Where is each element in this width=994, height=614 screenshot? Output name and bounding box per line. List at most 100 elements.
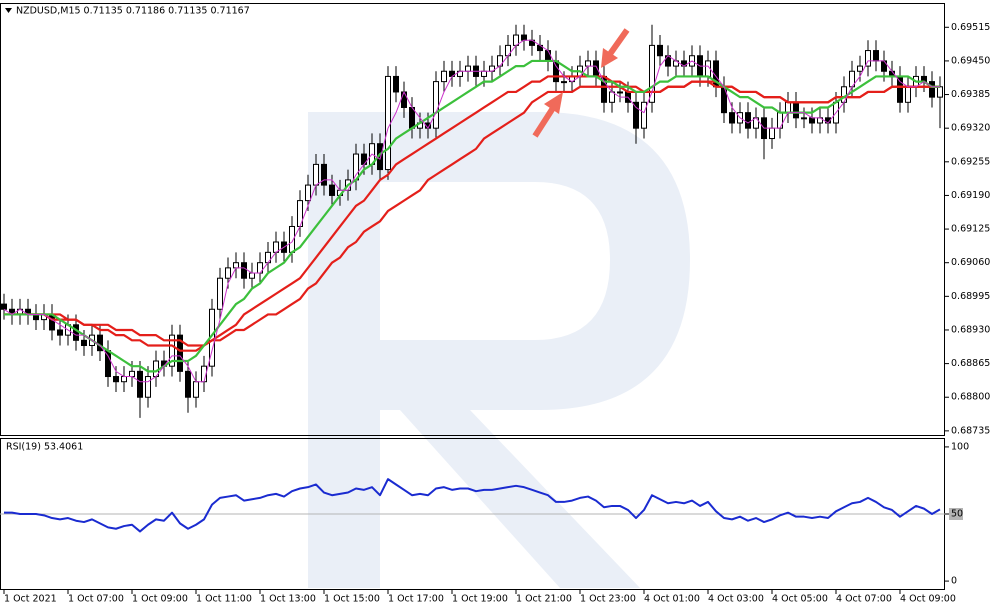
candle-body: [481, 70, 487, 77]
candle-body: [545, 50, 551, 62]
x-tick-label: 1 Oct 17:00: [388, 594, 444, 605]
candle-body: [105, 350, 111, 378]
moving-average-line: [4, 59, 940, 373]
candle-body: [169, 334, 175, 367]
candle-body: [145, 376, 151, 398]
candle-body: [937, 86, 943, 98]
candle-body: [561, 81, 567, 84]
candle-body: [433, 81, 439, 129]
y-tick-label: 0.68800: [951, 392, 990, 403]
candle-body: [185, 370, 191, 398]
candle-body: [409, 106, 415, 129]
candle-body: [745, 112, 751, 129]
candle-body: [193, 381, 199, 398]
x-tick-label: 1 Oct 09:00: [132, 594, 188, 605]
y-tick-label: 0.69450: [951, 55, 990, 66]
y-tick-label: 0.69125: [951, 224, 990, 235]
arrow-head-up: [544, 92, 563, 114]
plot-area: 0.68735 0.68800 0.68865 0.68930 0.68995 0.690…: [0, 22, 990, 605]
y-tick-label: 0.68735: [951, 425, 990, 436]
candle-body: [217, 277, 223, 310]
candle-body: [657, 44, 663, 57]
candle-body: [873, 50, 879, 62]
x-tick-label: 4 Oct 09:00: [900, 594, 956, 605]
candle-body: [929, 81, 935, 98]
x-tick-label: 1 Oct 21:00: [516, 594, 572, 605]
main-panel-frame: [0, 3, 945, 436]
chart-title: NZDUSD,M15 0.71135 0.71186 0.71135 0.711…: [16, 6, 250, 17]
candle-body: [129, 370, 135, 378]
rsi-line: [4, 478, 941, 533]
candle-body: [385, 75, 391, 171]
arrow-head-down: [601, 48, 618, 68]
x-tick-label: 1 Oct 2021: [4, 594, 57, 605]
candle-body: [465, 65, 471, 72]
y-tick-label: 50: [951, 509, 963, 520]
candle-body: [769, 127, 775, 140]
candle-body: [641, 101, 647, 129]
y-tick-label: 0.68865: [951, 358, 990, 369]
x-tick-label: 4 Oct 01:00: [644, 594, 700, 605]
candle-body: [113, 376, 119, 383]
candle-body: [81, 339, 87, 346]
x-tick-label: 4 Oct 07:00: [836, 594, 892, 605]
watermark: [308, 112, 690, 588]
candle-body: [905, 86, 911, 103]
candle-body: [233, 262, 239, 269]
y-tick-label: 0.68930: [951, 324, 990, 335]
annotation-arrows: [532, 28, 630, 138]
candle-body: [649, 44, 655, 103]
candle-body: [393, 75, 399, 93]
y-tick-label: 0.69190: [951, 190, 990, 201]
x-tick-label: 1 Oct 07:00: [68, 594, 124, 605]
candle-body: [329, 184, 335, 196]
candle-body: [857, 65, 863, 72]
watermark-bowl: [380, 112, 690, 588]
candle-body: [177, 334, 183, 372]
x-tick-label: 4 Oct 05:00: [772, 594, 828, 605]
y-tick-label: 0.68995: [951, 291, 990, 302]
candle-body: [809, 117, 815, 124]
y-tick-label: 0.69320: [951, 123, 990, 134]
candle-body: [801, 117, 807, 120]
moving-average-line: [4, 75, 940, 352]
candle-body: [1, 303, 7, 310]
candle-body: [249, 272, 255, 279]
candle-body: [793, 101, 799, 119]
candle-body: [585, 60, 591, 67]
candle-body: [305, 184, 311, 202]
level-label-box: [949, 508, 963, 520]
candle-body: [865, 50, 871, 67]
candle-body: [785, 101, 791, 114]
y-tick-label: 0: [951, 576, 957, 587]
candle-body: [441, 70, 447, 83]
y-tick-label: 0.69385: [951, 89, 990, 100]
candle-body: [553, 60, 559, 83]
candle-body: [897, 75, 903, 103]
x-tick-label: 1 Oct 13:00: [260, 594, 316, 605]
y-tick-label: 100: [951, 441, 969, 452]
moving-average-line: [3, 39, 940, 383]
candle-body: [73, 324, 79, 341]
x-tick-label: 1 Oct 15:00: [324, 594, 380, 605]
candle-body: [57, 329, 63, 336]
x-tick-label: 1 Oct 11:00: [196, 594, 252, 605]
candle-body: [321, 163, 327, 186]
candle-body: [633, 101, 639, 129]
arrow-shaft-up: [532, 106, 556, 138]
x-tick-label: 4 Oct 03:00: [708, 594, 764, 605]
x-tick-label: 1 Oct 19:00: [452, 594, 508, 605]
x-tick-label: 1 Oct 23:00: [580, 594, 636, 605]
candle-body: [225, 267, 231, 279]
candle-body: [729, 112, 735, 124]
candle-body: [121, 376, 127, 383]
candle-body: [137, 370, 143, 398]
title-icon: [5, 8, 12, 13]
y-tick-label: 0.69515: [951, 22, 990, 33]
y-tick-label: 0.69060: [951, 257, 990, 268]
candle-body: [617, 91, 623, 94]
candle-body: [313, 163, 319, 186]
rsi-title: RSI(19) 53.4061: [6, 442, 83, 453]
arrow-shaft-down: [607, 28, 630, 56]
